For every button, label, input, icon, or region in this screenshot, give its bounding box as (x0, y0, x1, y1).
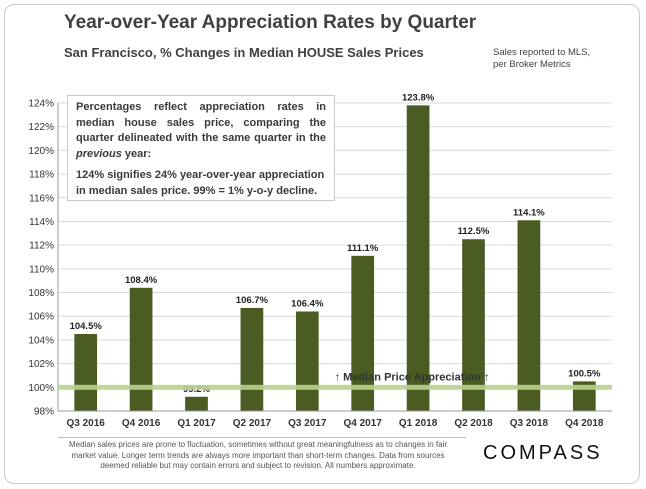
x-tick-label: Q3 2018 (510, 418, 549, 429)
bar (185, 396, 208, 411)
y-tick-label: 104% (28, 335, 54, 346)
y-tick-label: 106% (28, 312, 54, 323)
explanation-text-a: Percentages reflect appreciation rates i… (76, 101, 326, 144)
footer-divider (58, 437, 466, 438)
reference-label: ↑ Median Price Appreciation ↑ (335, 371, 490, 383)
data-label: 111.1% (347, 243, 379, 254)
data-label: 114.1% (513, 207, 545, 218)
y-tick-label: 116% (29, 193, 54, 204)
x-tick-label: Q2 2018 (454, 418, 493, 429)
bar (295, 311, 319, 411)
compass-logo: COMPASS (483, 442, 603, 464)
y-tick-label: 98% (34, 407, 54, 418)
footer-disclaimer: Median sales prices are prone to fluctua… (69, 440, 447, 470)
explanation-paragraph-1: Percentages reflect appreciation rates i… (76, 100, 326, 162)
y-tick-label: 120% (28, 146, 54, 157)
explanation-box: Percentages reflect appreciation rates i… (67, 95, 335, 201)
x-tick-label: Q3 2017 (288, 418, 327, 429)
data-label: 108.4% (125, 275, 158, 286)
reference-band (58, 384, 612, 390)
data-label: 123.8% (402, 92, 435, 103)
x-tick-label: Q1 2017 (177, 418, 216, 429)
bar (129, 287, 153, 411)
explanation-emphasis: previous (76, 147, 122, 160)
y-tick-label: 100% (28, 383, 54, 394)
data-label: 106.7% (236, 295, 269, 306)
y-tick-label: 110% (29, 264, 54, 275)
y-tick-label: 112% (29, 241, 54, 252)
y-tick-label: 124% (28, 99, 54, 110)
x-tick-label: Q2 2017 (233, 418, 272, 429)
y-tick-label: 114% (29, 217, 54, 228)
bar (240, 307, 264, 411)
data-label: 112.5% (458, 226, 490, 237)
data-label: 104.5% (70, 321, 103, 332)
data-label: 106.4% (291, 298, 324, 309)
y-tick-label: 108% (28, 288, 54, 299)
source-note: Sales reported to MLS, per Broker Metric… (493, 47, 623, 71)
bar (351, 255, 375, 411)
y-tick-label: 122% (28, 122, 54, 133)
data-label: 100.5% (568, 368, 601, 379)
x-tick-label: Q4 2017 (344, 418, 383, 429)
explanation-paragraph-2: 124% signifies 24% year-over-year apprec… (76, 169, 325, 197)
bar (74, 334, 98, 411)
x-tick-label: Q4 2018 (565, 418, 604, 429)
source-line-1: Sales reported to MLS, (493, 47, 591, 58)
y-tick-label: 102% (28, 359, 54, 370)
bar (462, 239, 485, 411)
y-tick-label: 118% (29, 170, 54, 181)
bar (517, 220, 541, 411)
source-line-2: per Broker Metrics (493, 59, 571, 70)
x-tick-label: Q4 2016 (122, 418, 161, 429)
bar (406, 105, 430, 411)
chart-subtitle: San Francisco, % Changes in Median HOUSE… (64, 45, 424, 60)
chart-title: Year-over-Year Appreciation Rates by Qua… (64, 12, 477, 33)
x-tick-label: Q1 2018 (399, 418, 438, 429)
explanation-text-b: year: (121, 147, 152, 160)
x-tick-label: Q3 2016 (67, 418, 106, 429)
